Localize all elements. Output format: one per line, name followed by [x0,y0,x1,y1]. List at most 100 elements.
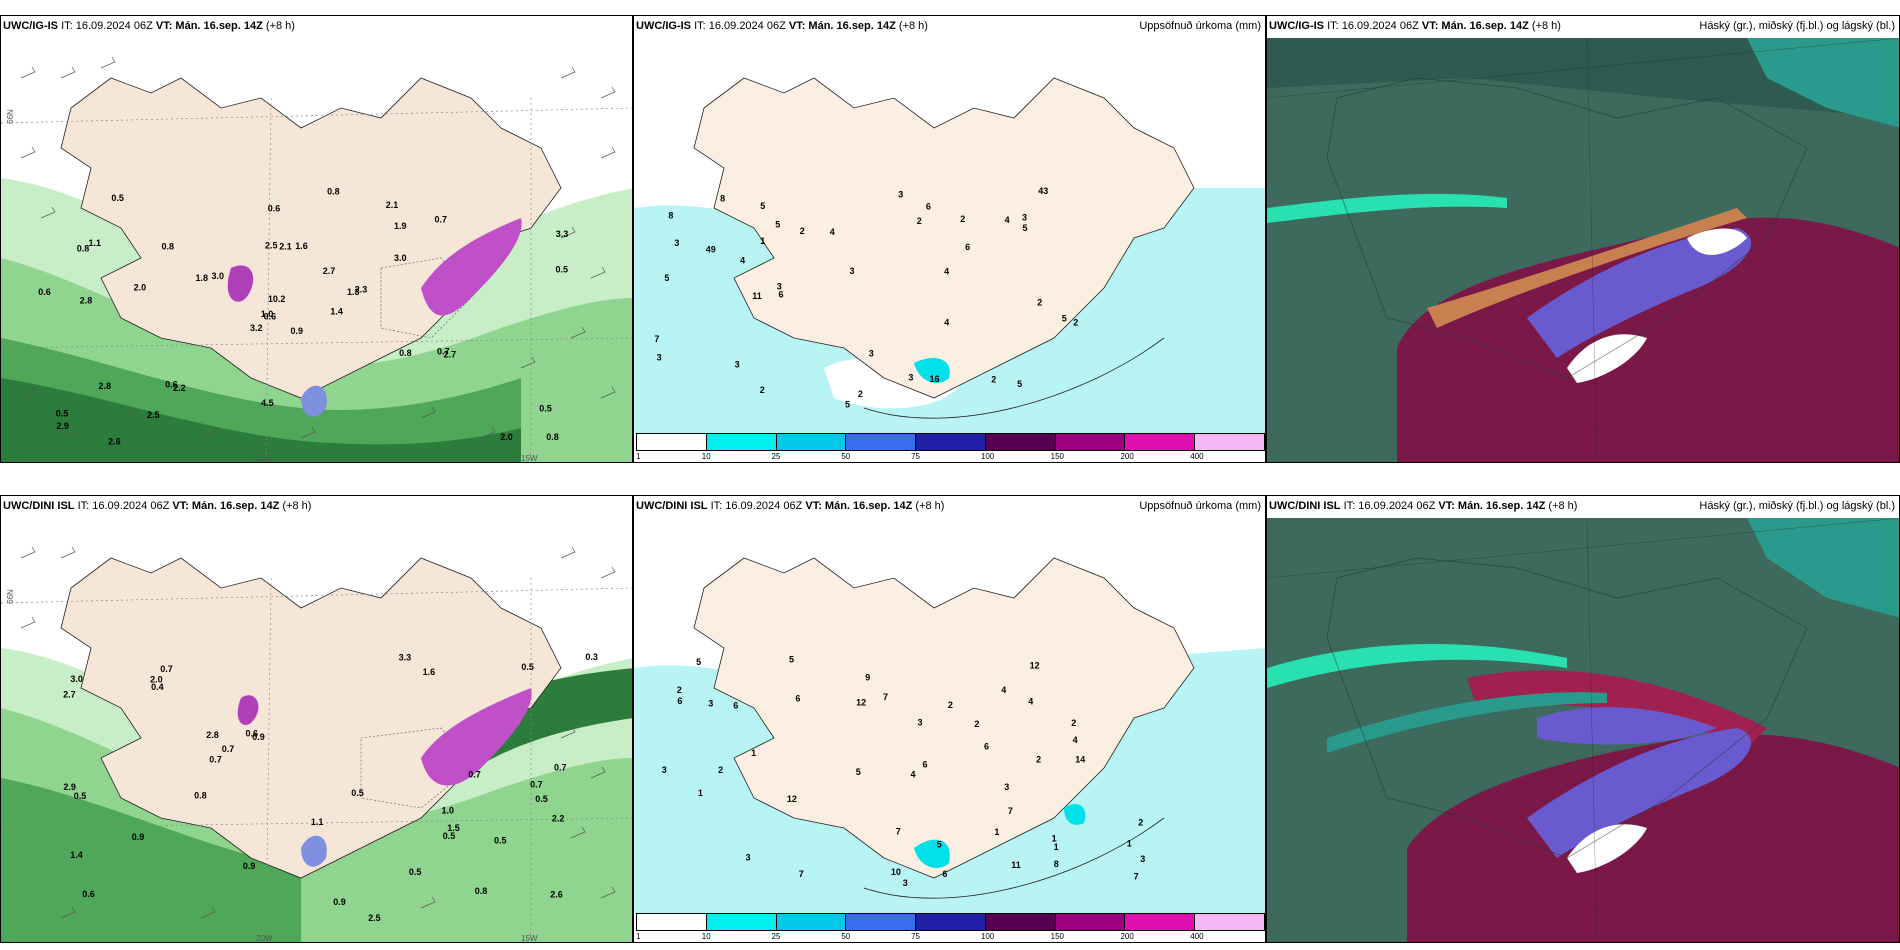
value-label: 2 [917,216,922,226]
value-label: 0.9 [291,326,304,336]
value-label: 3 [903,878,908,888]
colorbar-tick-label: 100 [980,932,995,941]
colorbar-swatch [1054,433,1126,451]
value-label: 2 [960,214,965,224]
colorbar-tick-label: 75 [911,452,921,461]
value-label: 3 [746,852,751,862]
colorbar-tick-label: 1 [636,452,641,461]
precip-wind-map-panel-bottom: UWC/DINI ISL IT: 16.09.2024 06Z VT: Mán.… [0,495,633,943]
value-label: 3 [777,282,782,292]
value-label: 1.0 [261,309,274,319]
value-label: 2 [991,375,996,385]
value-label: 4 [740,255,745,265]
value-label: 7 [896,827,901,837]
value-label: 2.5 [147,410,160,420]
value-label: 0.7 [554,763,567,773]
value-label: 2.2 [552,814,565,824]
value-label: 3.0 [212,271,225,281]
value-label: 0.8 [327,186,340,196]
cloud-cover-panel-top: UWC/IG-IS IT: 16.09.2024 06Z VT: Mán. 16… [1266,15,1900,463]
value-label: 5 [789,654,794,664]
colorbar-swatch [845,913,917,931]
value-label: 1 [760,236,765,246]
panel-subtitle: Háský (gr.), miðský (fj.bl.) og lágský (… [1699,20,1895,32]
value-label: 5 [937,839,942,849]
value-label: 0.5 [494,836,507,846]
colorbar: 1 10 25 50 75 100 150 200 400 [636,913,1265,941]
value-label: 2.9 [63,782,76,792]
value-label: 0.4 [151,682,164,692]
panel-title: UWC/DINI ISL IT: 16.09.2024 06Z VT: Mán.… [1269,500,1578,512]
value-label: 2 [1036,755,1041,765]
value-label: 2 [1138,817,1143,827]
value-label: 6 [926,202,931,212]
value-label: 0.6 [268,203,281,213]
value-label: 2.1 [279,241,292,251]
colorbar-swatch [1124,433,1196,451]
panel-subtitle: Háský (gr.), miðský (fj.bl.) og lágský (… [1699,500,1895,512]
value-label: 2 [800,226,805,236]
value-label: 1.4 [330,307,343,317]
value-label: 0.6 [165,379,178,389]
value-label: 0.7 [160,664,173,674]
value-label: 2.7 [323,266,336,276]
value-label: 12 [856,697,866,707]
value-label: 7 [654,334,659,344]
value-label: 2.8 [99,381,112,391]
value-label: 3.3 [556,229,569,239]
value-label: 3 [657,353,662,363]
value-label: 0.8 [399,348,412,358]
value-label: 1.6 [295,241,308,251]
colorbar-swatch [915,913,986,931]
value-label: 0.9 [252,732,265,742]
value-label: 7 [1008,806,1013,816]
value-label: 7 [799,869,804,879]
precip-wind-map-panel-top: UWC/IG-IS IT: 16.09.2024 06Z VT: Mán. 16… [0,15,633,463]
colorbar-tick-label: 200 [1120,452,1134,461]
value-label: 2 [677,685,682,695]
value-label: 5 [1023,223,1028,233]
value-label: 2 [1037,297,1042,307]
colorbar-tick-label: 10 [701,452,711,461]
value-label: 0.6 [82,889,95,899]
value-label: 5 [696,657,701,667]
panel-title: UWC/IG-IS IT: 16.09.2024 06Z VT: Mán. 16… [1269,20,1561,32]
value-label: 7 [1134,871,1139,881]
colorbar-swatch [705,913,777,931]
value-label: 4.5 [261,398,274,408]
value-label: 0.7 [209,755,222,765]
value-label: 11 [1011,860,1021,870]
value-label: 3.2 [250,323,263,333]
value-label: 6 [779,290,784,300]
value-label: 0.6 [38,287,51,297]
value-label: 1 [1127,838,1132,848]
value-label: 4 [944,318,949,328]
value-label: 2.6 [550,889,563,899]
colorbar-swatch [1124,913,1196,931]
value-label: 2.6 [108,436,121,446]
value-label: 10.2 [268,294,286,304]
value-label: 2.7 [63,689,76,699]
value-label: 0.3 [585,652,598,662]
lon-label-15w: 15W [521,934,538,943]
value-label: 5 [1017,379,1022,389]
value-label: 0.5 [351,788,364,798]
value-label: 0.8 [546,432,559,442]
value-label: 0.8 [194,790,207,800]
value-label: 5 [1062,314,1067,324]
colorbar-swatch [1194,913,1265,931]
value-label: 4 [911,769,916,779]
value-label: 1 [1052,834,1057,844]
value-label: 3 [918,718,923,728]
value-label: 0.5 [56,409,69,419]
value-label: 6 [677,696,682,706]
panel-title: UWC/IG-IS IT: 16.09.2024 06Z VT: Mán. 16… [636,20,928,32]
colorbar-tick-label: 400 [1190,932,1204,941]
value-label: 0.5 [74,791,87,801]
value-label: 6 [984,742,989,752]
value-label: 16 [930,374,940,384]
colorbar-swatch [636,433,707,451]
value-label: 3.3 [399,653,412,663]
value-label: 14 [1075,754,1085,764]
colorbar-tick-label: 150 [1050,452,1065,461]
